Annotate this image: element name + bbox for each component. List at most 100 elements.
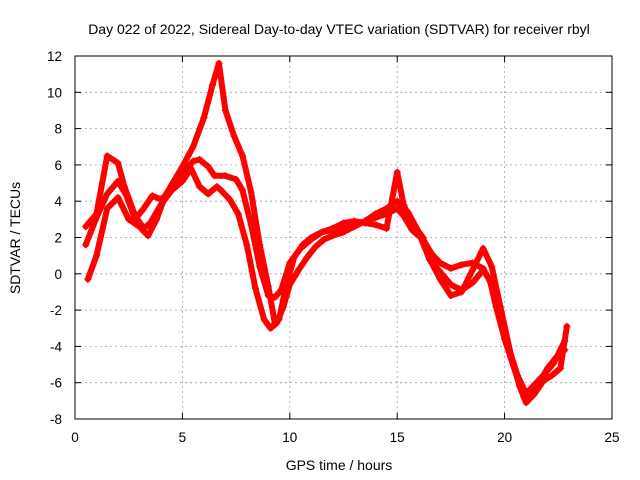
data-point	[488, 263, 496, 271]
data-point	[372, 221, 380, 229]
data-point	[496, 302, 504, 310]
data-point	[468, 279, 476, 287]
data-point	[312, 243, 320, 251]
data-point	[447, 281, 455, 289]
data-point	[161, 192, 169, 200]
grid	[75, 56, 612, 419]
data-point	[447, 292, 455, 300]
data-point	[307, 234, 315, 241]
data-point	[299, 241, 307, 249]
data-point	[318, 228, 326, 236]
y-tick-label: 4	[54, 194, 62, 209]
data-point	[144, 232, 152, 240]
data-point	[382, 224, 390, 232]
data-point	[548, 371, 556, 379]
data-point	[516, 382, 524, 390]
data-point	[400, 201, 408, 209]
data-point	[468, 266, 476, 274]
data-point	[200, 114, 208, 122]
x-tick-label: 25	[604, 430, 619, 445]
data-point	[372, 214, 380, 222]
data-point	[114, 177, 122, 185]
data-point	[290, 253, 298, 261]
data-point	[436, 275, 444, 283]
data-point	[507, 351, 515, 359]
data-point	[178, 163, 186, 171]
y-tick-label: -8	[50, 412, 62, 427]
chart-title: Day 022 of 2022, Sidereal Day-to-day VTE…	[88, 21, 590, 37]
data-point	[419, 234, 427, 241]
data-point	[114, 194, 122, 202]
x-tick-label: 15	[390, 430, 405, 445]
x-tick-label: 5	[179, 430, 187, 445]
data-point	[556, 364, 564, 372]
y-tick-label: 6	[54, 158, 62, 173]
x-tick-label: 10	[282, 430, 297, 445]
axis-ticks: 0 5 10 15 20 25 -8 -6 -4 -2 0 2 4 6 8 10 12	[47, 49, 620, 445]
data-series	[82, 59, 571, 407]
y-tick-label: 2	[54, 231, 62, 246]
data-point	[531, 390, 539, 398]
data-point	[522, 399, 530, 407]
data-point	[204, 163, 212, 171]
y-tick-label: -2	[50, 303, 62, 318]
data-point	[196, 155, 204, 163]
data-point	[82, 241, 90, 249]
data-point	[114, 159, 122, 167]
series-line	[84, 60, 570, 406]
data-point	[170, 177, 178, 185]
data-point	[103, 204, 111, 212]
x-tick-label: 20	[497, 430, 512, 445]
data-point	[447, 264, 455, 272]
data-point	[256, 241, 264, 249]
data-point	[393, 204, 401, 212]
y-tick-label: -4	[50, 339, 62, 354]
data-point	[140, 204, 148, 212]
data-point	[531, 381, 539, 389]
data-point	[189, 143, 197, 151]
data-point	[329, 224, 337, 232]
data-point	[458, 288, 466, 296]
data-point	[92, 214, 100, 222]
data-point	[550, 359, 558, 367]
y-tick-label: 0	[54, 267, 62, 282]
data-point	[103, 190, 111, 198]
data-point	[204, 190, 212, 198]
y-tick-label: 12	[47, 49, 62, 64]
data-point	[234, 210, 242, 218]
data-point	[226, 195, 234, 203]
data-point	[303, 253, 311, 261]
data-point	[213, 183, 221, 191]
data-point	[189, 157, 197, 165]
data-point	[221, 106, 229, 114]
data-point	[393, 197, 401, 205]
data-point	[563, 322, 571, 330]
data-point	[123, 192, 131, 200]
data-point	[243, 241, 251, 249]
data-point	[82, 223, 90, 231]
data-point	[125, 215, 133, 223]
data-point	[208, 81, 216, 89]
data-point	[221, 172, 229, 180]
data-point	[153, 215, 161, 223]
series-trace-3	[84, 59, 571, 407]
data-point	[361, 219, 369, 227]
data-point	[135, 223, 143, 231]
data-point	[84, 275, 92, 283]
data-point	[251, 284, 259, 292]
data-point	[247, 188, 255, 196]
data-point	[103, 152, 111, 160]
data-point	[264, 283, 272, 291]
data-point	[539, 377, 547, 385]
data-point	[479, 244, 487, 252]
data-point	[479, 264, 487, 272]
data-point	[340, 219, 347, 227]
data-point	[320, 235, 328, 243]
data-point	[260, 315, 268, 323]
data-point	[350, 217, 358, 225]
data-point	[408, 219, 416, 227]
data-point	[148, 192, 156, 200]
data-point	[275, 315, 283, 323]
data-point	[239, 186, 247, 194]
